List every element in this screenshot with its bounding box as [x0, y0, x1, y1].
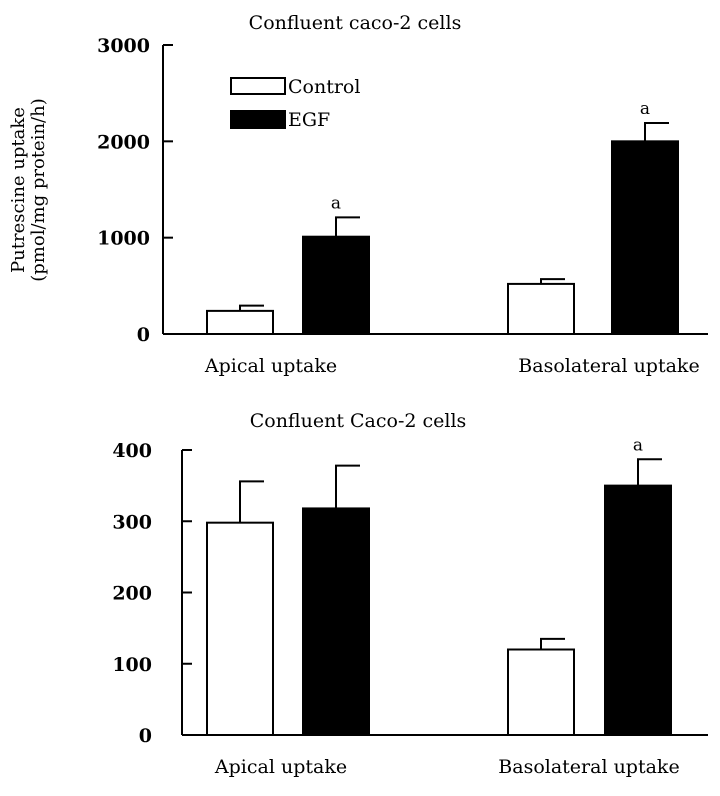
y-tick-label: 1000 — [97, 228, 150, 250]
x-category-label: Apical uptake — [214, 756, 347, 778]
bar — [206, 521, 274, 736]
y-tick-label: 2000 — [97, 131, 150, 153]
x-category-label: Basolateral uptake — [498, 756, 679, 778]
legend-label-egf: EGF — [288, 109, 330, 131]
bar — [507, 282, 575, 336]
bar — [302, 235, 370, 336]
y-tick-label: 100 — [112, 654, 152, 676]
chart-top: Confluent caco-2 cells Putrescine uptake… — [8, 12, 708, 377]
chart-title: Confluent Caco-2 cells — [250, 410, 467, 432]
y-axis-label: Putrescine uptake (pmol/mg protein/h) — [8, 98, 49, 281]
y-tick-label: 0 — [139, 725, 152, 747]
bar — [206, 309, 274, 336]
significance-label: a — [331, 193, 341, 213]
x-category-label: Apical uptake — [204, 355, 337, 377]
y-axis-label-line1: Putrescine uptake — [8, 107, 29, 273]
y-axis-label-line2: (pmol/mg protein/h) — [28, 98, 49, 281]
bar — [302, 507, 370, 736]
x-category-label: Basolateral uptake — [518, 355, 699, 377]
chart-bottom: Confluent Caco-2 cells 0 100 200 300 400 Apic… — [112, 410, 708, 778]
y-tick-label: 3000 — [97, 35, 150, 57]
bar — [611, 140, 679, 335]
legend-label-control: Control — [288, 76, 360, 98]
y-tick-label: 0 — [137, 324, 150, 346]
legend-swatch-control — [230, 77, 286, 95]
significance-label: a — [633, 435, 643, 455]
significance-label: a — [640, 99, 650, 119]
legend-swatch-egf — [230, 110, 286, 129]
chart-title: Confluent caco-2 cells — [249, 12, 462, 34]
bar — [507, 648, 575, 736]
legend: Control EGF — [230, 76, 360, 131]
y-tick-label: 400 — [112, 440, 152, 462]
bar — [604, 484, 672, 736]
y-tick-label: 300 — [112, 511, 152, 533]
y-tick-label: 200 — [112, 583, 152, 605]
